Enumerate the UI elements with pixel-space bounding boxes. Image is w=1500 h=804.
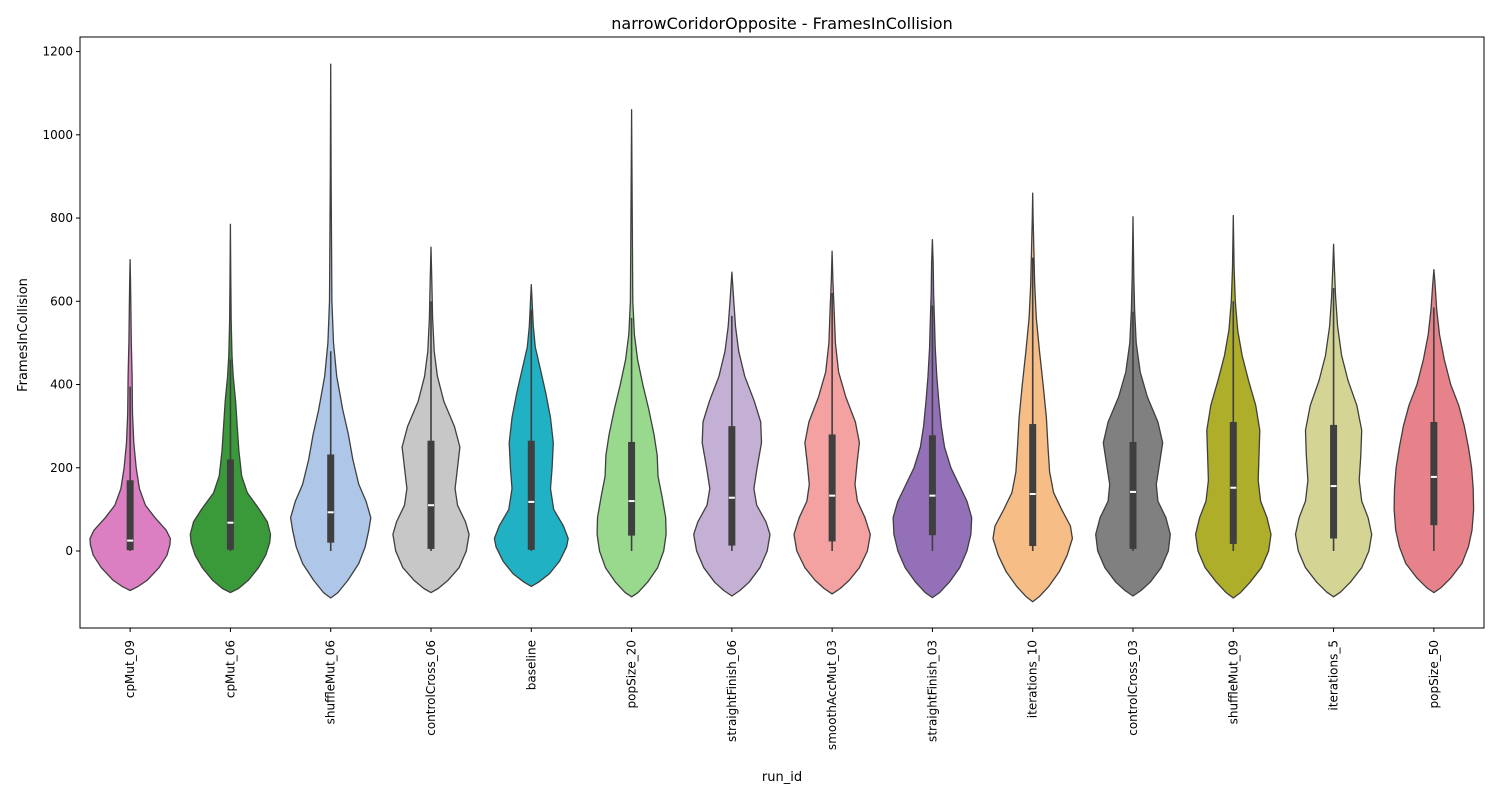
violin-iqr-box [327,454,335,543]
x-tick-label: popSize_20 [625,640,639,708]
x-tick-label: popSize_50 [1427,640,1441,708]
y-axis-ticks: 0 200 400 600 800 1000 1200 [42,45,80,558]
violin-iqr-box [427,440,435,549]
x-tick-label: baseline [524,640,538,690]
violin-smoothAccMut_03 [793,250,871,595]
violin-median-marker [327,511,334,514]
x-tick-label: shuffleMut_06 [324,640,338,724]
plot-frame [79,36,1485,629]
x-tick-label: smoothAccMut_03 [825,640,839,750]
violin-median-marker [528,500,535,503]
violin-baseline [493,283,569,588]
violin-median-marker [127,539,134,542]
violin-median-marker [1230,486,1237,489]
x-tick-label: controlCross_06 [424,640,438,736]
violin-controlCross_03 [1095,216,1171,597]
violin-iqr-box [928,435,936,536]
y-tick-label: 600 [50,294,73,308]
violin-median-marker [728,496,735,499]
x-tick-label: iterations_10 [1026,640,1040,718]
y-tick-label: 1200 [42,45,73,59]
violin-median-marker [829,494,836,497]
violin-straightFinish_06 [693,271,771,597]
violin-controlCross_06 [392,246,470,594]
violin-popSize_20 [596,109,667,598]
violin-iterations_5 [1294,243,1373,598]
violin-iqr-box [728,426,736,546]
x-tick-label: cpMut_06 [223,640,237,698]
violin-iqr-box [1229,421,1237,544]
violin-shuffleMut_06 [289,63,372,599]
y-tick-label: 0 [65,544,73,558]
y-tick-label: 400 [50,378,73,392]
violin-median-marker [227,521,234,524]
x-tick-label: straightFinish_06 [725,640,739,742]
violin-iqr-box [527,440,535,550]
y-tick-label: 1000 [42,128,73,142]
violin-median-marker [1330,485,1337,488]
x-tick-label: iterations_5 [1327,640,1341,711]
violin-iterations_10 [992,192,1074,603]
violin-cpMut_09 [89,259,171,592]
violin-iqr-box [226,459,234,550]
violin-median-marker [1130,490,1136,493]
violin-straightFinish_03 [892,239,973,599]
chart-title: narrowCoridorOpposite - FramesInCollisio… [611,14,952,33]
violin-median-marker [428,504,434,507]
violin-iqr-box [1129,441,1137,549]
violin-cpMut_06 [189,223,272,594]
x-tick-label: cpMut_09 [123,640,137,698]
violin-median-marker [929,494,936,497]
x-tick-label: controlCross_03 [1126,640,1140,736]
violin-iqr-box [126,480,134,551]
y-tick-label: 800 [50,211,73,225]
violin-iqr-box [828,434,836,542]
x-axis-ticks: cpMut_09 cpMut_06 shuffleMut_06 controlCros… [123,628,1441,750]
y-tick-label: 200 [50,461,73,475]
violin-median-marker [1430,475,1437,478]
violin-body [289,63,372,599]
violin-median-marker [1029,492,1036,495]
x-tick-label: shuffleMut_09 [1226,640,1240,724]
violin-iqr-box [628,441,636,536]
violin-popSize_50 [1393,269,1475,594]
violin-iqr-box [1430,421,1438,526]
violin-median-marker [628,500,635,503]
y-axis-label: FramesInCollision [16,278,31,392]
violin-shuffleMut_09 [1194,214,1272,599]
violins-layer [89,63,1475,603]
x-tick-label: straightFinish_03 [925,640,939,742]
x-axis-label: run_id [762,770,802,785]
violin-iqr-box [1330,424,1338,539]
violin-iqr-box [1029,424,1037,547]
